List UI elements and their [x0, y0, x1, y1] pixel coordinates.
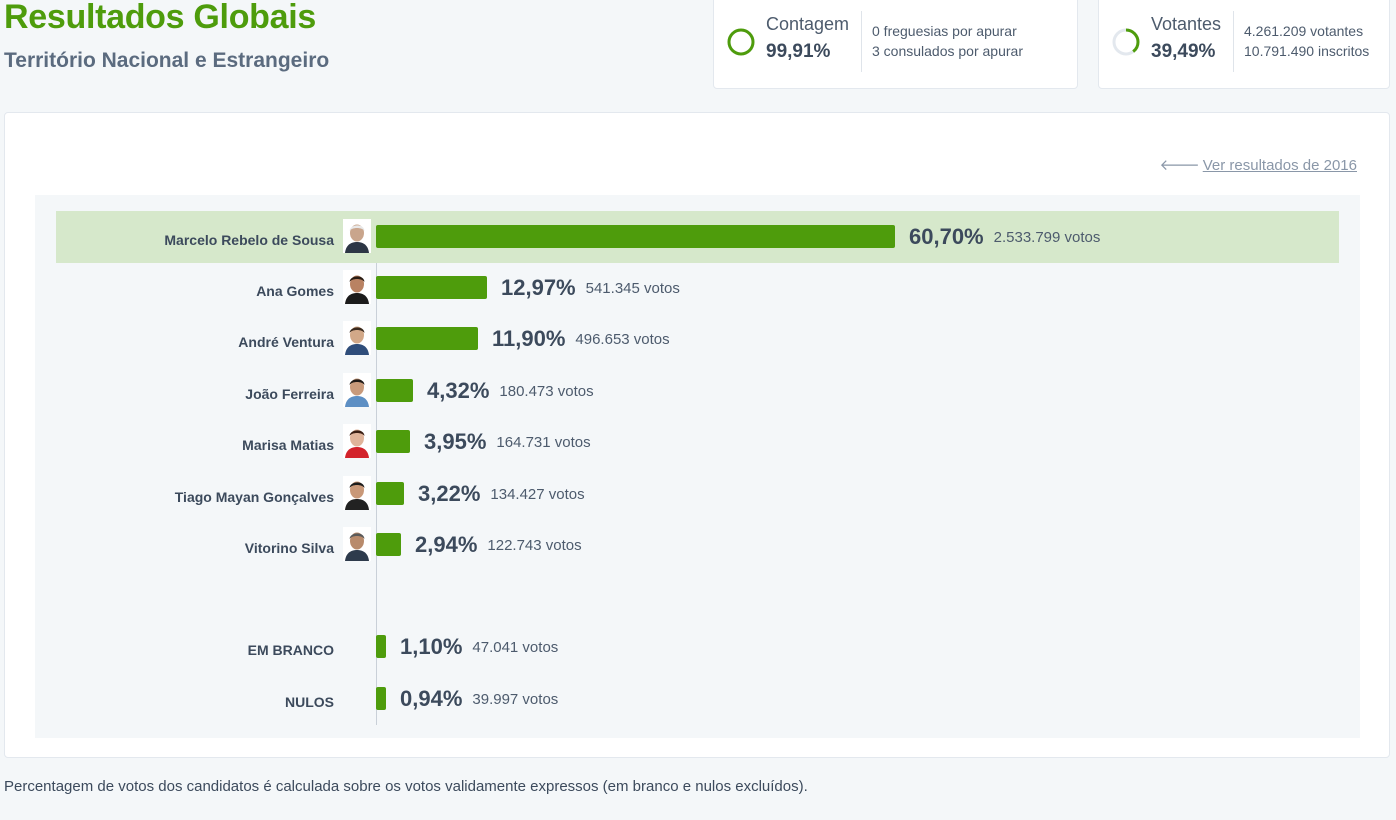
result-bar	[376, 533, 401, 556]
count-detail: 0 freguesias por apurar 3 consulados por…	[872, 21, 1023, 61]
percentage-label: 11,90%	[492, 326, 566, 351]
result-row: Marcelo Rebelo de Sousa 60,70% 2.533.799 v…	[56, 211, 1339, 263]
bar-label: 3,95% 164.731 votos	[424, 416, 591, 468]
result-row: Marisa Matias 3,95% 164.731 votos	[56, 416, 1339, 468]
votes-label: 180.473 votos	[499, 382, 594, 400]
candidate-photo	[343, 321, 371, 355]
count-progress-ring-icon	[727, 28, 755, 56]
result-bar	[376, 635, 386, 658]
votes-label: 541.345 votos	[585, 279, 680, 297]
votes-label: 122.743 votos	[487, 536, 582, 554]
candidate-name: Tiago Mayan Gonçalves	[174, 489, 334, 505]
count-detail-consulates: 3 consulados por apurar	[872, 43, 1023, 59]
page-subtitle: Território Nacional e Estrangeiro	[4, 49, 330, 72]
result-bar	[376, 276, 487, 299]
bar-label: 12,97% 541.345 votos	[501, 262, 680, 314]
results-panel: 🡐 Ver resultados de 2016 Marcelo Rebelo d…	[4, 112, 1390, 758]
bar-label: 3,22% 134.427 votos	[418, 468, 585, 520]
votes-label: 47.041 votos	[472, 638, 559, 656]
chart-axis-line	[376, 213, 377, 725]
voters-detail-voters: 4.261.209 votantes	[1244, 23, 1364, 39]
votes-label: 164.731 votos	[496, 433, 591, 451]
candidate-name: Marisa Matias	[242, 437, 334, 453]
result-bar	[376, 379, 413, 402]
divider	[1233, 11, 1234, 72]
divider	[861, 11, 862, 72]
voters-detail: 4.261.209 votantes 10.791.490 inscritos	[1244, 21, 1369, 61]
votes-label: 39.997 votos	[472, 690, 559, 708]
result-row: NULOS 0,94% 39.997 votos	[56, 673, 1339, 725]
count-stat-main: Contagem 99,91%	[766, 14, 849, 63]
bar-label: 2,94% 122.743 votos	[415, 519, 582, 571]
candidate-name: André Ventura	[238, 334, 334, 350]
result-row: Tiago Mayan Gonçalves 3,22% 134.427 votos	[56, 468, 1339, 520]
result-row: André Ventura 11,90% 496.653 votos	[56, 313, 1339, 365]
votes-label: 2.533.799 votos	[993, 228, 1101, 246]
result-bar	[376, 687, 386, 710]
result-row: Vitorino Silva 2,94% 122.743 votos	[56, 519, 1339, 571]
count-stat-card: Contagem 99,91% 0 freguesias por apurar …	[713, 0, 1078, 89]
voters-detail-registered: 10.791.490 inscritos	[1244, 43, 1370, 59]
percentage-label: 1,10%	[400, 634, 463, 659]
count-detail-parishes: 0 freguesias por apurar	[872, 23, 1017, 39]
result-row: João Ferreira 4,32% 180.473 votos	[56, 365, 1339, 417]
previous-results-link[interactable]: 🡐 Ver resultados de 2016	[1159, 155, 1357, 174]
candidate-photo	[343, 424, 371, 458]
bar-label: 1,10% 47.041 votos	[400, 621, 558, 673]
percentage-label: 3,22%	[418, 481, 481, 506]
page-title: Resultados Globais	[4, 0, 317, 36]
votes-label: 496.653 votos	[575, 330, 670, 348]
bar-label: 4,32% 180.473 votos	[427, 365, 594, 417]
percentage-label: 60,70%	[909, 224, 984, 249]
candidate-photo	[343, 527, 371, 561]
result-bar	[376, 327, 478, 350]
result-bar	[376, 430, 410, 453]
percentage-label: 3,95%	[424, 429, 487, 454]
candidate-photo	[343, 476, 371, 510]
candidate-photo	[343, 373, 371, 407]
bar-label: 11,90% 496.653 votos	[492, 313, 670, 365]
count-label: Contagem	[766, 14, 850, 34]
percentage-label: 2,94%	[415, 532, 478, 557]
result-row: Ana Gomes 12,97% 541.345 votos	[56, 262, 1339, 314]
voters-stat-card: Votantes 39,49% 4.261.209 votantes 10.79…	[1098, 0, 1390, 89]
candidate-name: EM BRANCO	[247, 642, 334, 658]
bar-label: 0,94% 39.997 votos	[400, 673, 558, 725]
result-bar	[376, 225, 895, 248]
count-value: 99,91%	[766, 41, 831, 62]
result-row: EM BRANCO 1,10% 47.041 votos	[56, 621, 1339, 673]
candidate-name: Ana Gomes	[256, 283, 334, 299]
candidate-name: Vitorino Silva	[244, 540, 334, 556]
candidate-name: Marcelo Rebelo de Sousa	[164, 232, 334, 248]
candidate-photo	[343, 270, 371, 304]
voters-value: 39,49%	[1151, 41, 1216, 62]
candidate-name: João Ferreira	[245, 386, 334, 402]
results-bar-chart: Marcelo Rebelo de Sousa 60,70% 2.533.799 v…	[35, 195, 1360, 738]
voters-label: Votantes	[1151, 14, 1222, 34]
arrow-left-icon: 🡐	[1159, 157, 1200, 174]
previous-results-label: Ver resultados de 2016	[1202, 157, 1357, 174]
candidate-photo	[343, 219, 371, 253]
percentage-label: 0,94%	[400, 686, 463, 711]
bar-label: 60,70% 2.533.799 votos	[909, 211, 1100, 263]
percentage-label: 4,32%	[427, 378, 490, 403]
result-bar	[376, 482, 404, 505]
candidate-name: NULOS	[285, 694, 334, 710]
percentage-label: 12,97%	[501, 275, 576, 300]
voters-stat-main: Votantes 39,49%	[1151, 14, 1221, 63]
footnote: Percentagem de votos dos candidatos é ca…	[4, 778, 808, 795]
voters-progress-ring-icon	[1112, 28, 1140, 56]
votes-label: 134.427 votos	[490, 485, 585, 503]
